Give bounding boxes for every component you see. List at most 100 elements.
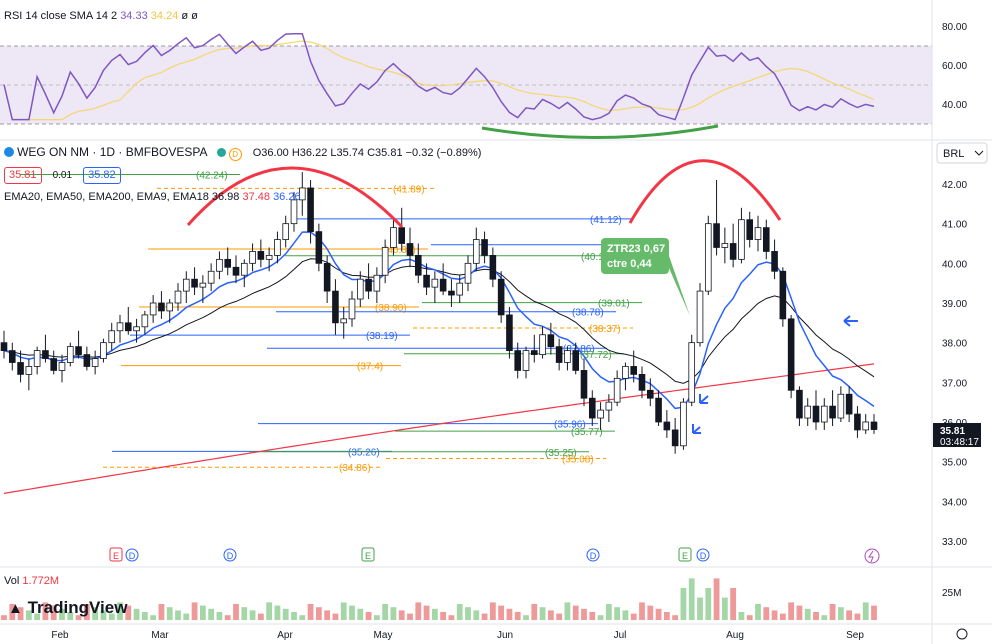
level-label: (38.19) — [366, 331, 398, 342]
annotation-line1: ZTR23 0,67 — [607, 243, 665, 255]
volume-bar — [721, 597, 728, 620]
sell-button[interactable]: 35.81 — [4, 167, 42, 184]
candle-body — [630, 366, 638, 375]
volume-bar — [117, 602, 123, 620]
rsi-header: RSI 14 close SMA 14 2 34.33 34.24 ø ø — [4, 10, 198, 22]
candle-body — [506, 314, 513, 351]
level-label: (34.86) — [339, 463, 371, 474]
price-tick: 42.00 — [942, 180, 967, 191]
annotation-callout[interactable]: ZTR23 0,67 ctre 0,44 — [601, 238, 690, 316]
buy-button[interactable]: 35.82 — [83, 167, 121, 184]
candle-body — [124, 322, 132, 332]
candle-body — [845, 393, 853, 415]
volume-bar — [581, 608, 587, 620]
candle-body — [356, 278, 364, 300]
volume-bar — [730, 588, 737, 620]
volume-bar — [622, 610, 629, 620]
volume-bar — [274, 605, 281, 620]
arc-rsi[interactable] — [481, 124, 719, 139]
gear-icon[interactable] — [956, 628, 968, 640]
symbol-logo-icon — [4, 147, 14, 157]
dividend-marker — [696, 548, 710, 562]
event-letter: E — [365, 551, 371, 561]
volume-tick: 25M — [942, 588, 961, 599]
ema-header: EMA20, EMA50, EMA200, EMA9, EMA18 36.98 … — [4, 191, 301, 203]
volume-bar — [614, 607, 621, 620]
candle-body — [829, 405, 836, 419]
last-price-tag — [933, 423, 981, 447]
volume-bar — [92, 607, 99, 620]
candle-body — [605, 401, 613, 411]
arrow-icon[interactable] — [692, 424, 701, 434]
candle-body — [870, 421, 878, 430]
candle-body — [249, 251, 256, 264]
volume-bar — [373, 615, 380, 620]
candle-body — [66, 346, 74, 363]
volume-bar — [199, 605, 206, 620]
rsi-extra: ø ø — [181, 10, 198, 22]
currency-button[interactable] — [936, 142, 988, 164]
candle-body — [108, 330, 116, 344]
rsi-line — [3, 33, 875, 121]
volume-bar — [465, 607, 471, 620]
candle-body — [83, 354, 91, 367]
candle-body — [472, 239, 480, 264]
level-label: (40.19) — [581, 252, 613, 263]
volume-bar — [125, 605, 132, 620]
candle-body — [257, 251, 265, 260]
volume-bar — [697, 597, 703, 620]
volume-bar — [639, 602, 645, 620]
lightning-icon[interactable] — [864, 548, 880, 564]
volume-bar — [763, 607, 770, 620]
volume-bar — [547, 610, 554, 620]
currency-label: BRL — [943, 148, 964, 160]
candle-body — [738, 219, 745, 260]
volume-bar — [257, 613, 264, 620]
candle-body — [50, 358, 58, 371]
price-tick: 37.00 — [942, 378, 967, 389]
volume-bar — [357, 608, 364, 620]
volume-bar — [672, 615, 679, 620]
volume-bar — [663, 612, 670, 620]
rsi-value: 34.33 — [120, 10, 148, 22]
volume-bar — [365, 612, 372, 620]
candle-body — [8, 350, 16, 363]
rsi-sma-line — [3, 40, 875, 121]
volume-bar — [67, 612, 74, 620]
arrow-icon[interactable] — [699, 394, 709, 404]
tradingview-logo[interactable]: ▲ TradingView — [8, 598, 127, 618]
candle-body — [597, 409, 604, 419]
symbol-name[interactable]: WEG ON NM · 1D · BMFBOVESPA — [17, 145, 208, 159]
candle-body — [854, 413, 861, 431]
candle-body — [456, 282, 464, 296]
dividend-icon[interactable]: D — [228, 148, 242, 161]
volume-bar — [166, 607, 173, 620]
level-label: (38.37) — [589, 324, 621, 335]
axes: 42.0041.0040.0039.0038.0037.0036.0035.00… — [51, 22, 967, 641]
candle-body — [398, 227, 406, 244]
arc-right[interactable] — [628, 159, 782, 224]
market-status-icon[interactable] — [216, 148, 226, 157]
volume-bar — [589, 612, 596, 620]
volume-bar — [804, 608, 811, 620]
candle-body — [406, 243, 414, 256]
last-price-countdown: 03:48:17 — [940, 437, 979, 448]
volume-bar — [506, 608, 513, 620]
moving-averages — [3, 231, 875, 494]
rsi-tick: 40.00 — [942, 100, 967, 111]
candle-body — [365, 278, 372, 292]
candle-body — [100, 342, 107, 359]
arc-left[interactable] — [186, 166, 404, 229]
candle-body — [721, 243, 729, 248]
price-tick: 38.00 — [942, 339, 967, 350]
candle-body — [199, 282, 207, 288]
volume-bar — [705, 588, 712, 620]
candle-body — [522, 350, 530, 371]
volume-bar — [291, 612, 297, 620]
arrow-left-icon[interactable] — [843, 315, 858, 327]
time-tick: May — [374, 630, 393, 641]
candle-body — [804, 405, 812, 419]
candle-body — [158, 302, 165, 312]
candle-body — [290, 199, 298, 225]
